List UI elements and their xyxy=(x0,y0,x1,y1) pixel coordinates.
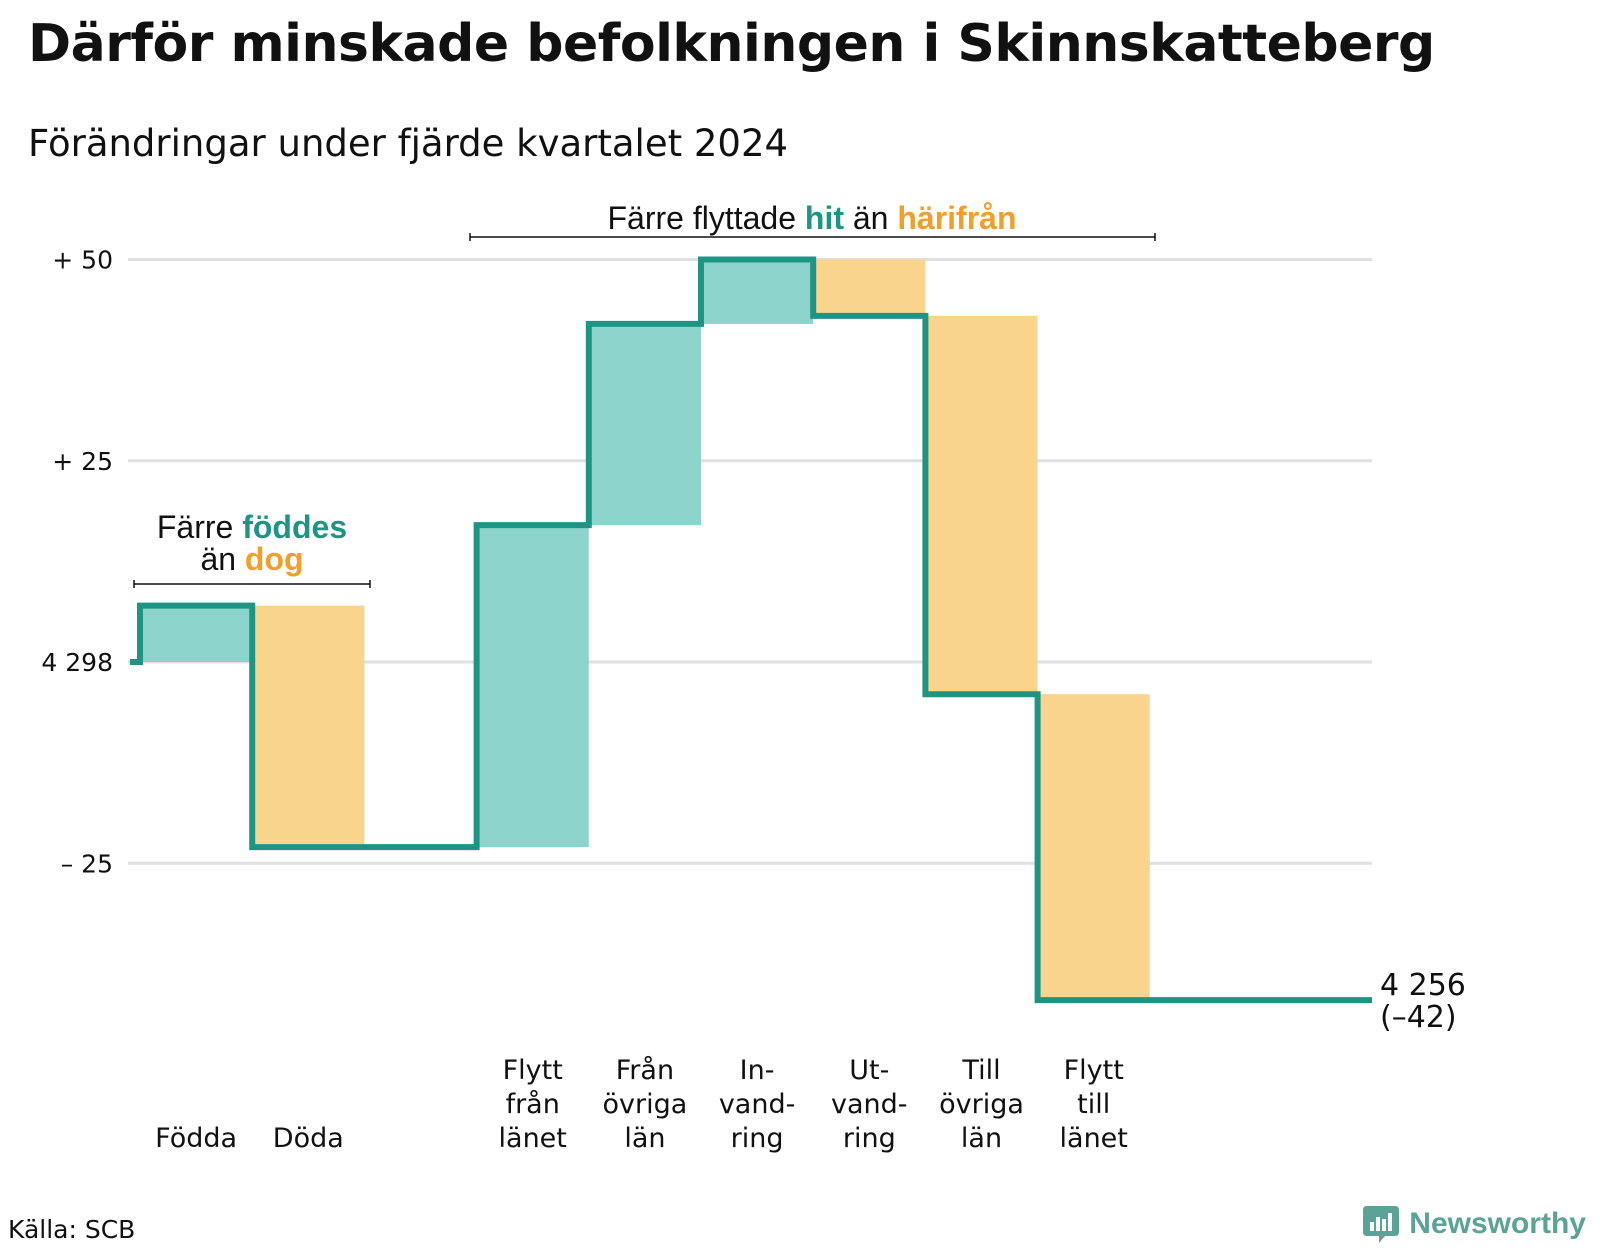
annotation-text: Färre föddes xyxy=(157,509,347,545)
category-label: övriga xyxy=(939,1089,1024,1120)
y-tick-label: – 25 xyxy=(61,849,113,878)
end-value-label: 4 256(–42) xyxy=(1380,968,1466,1035)
increase-bar xyxy=(701,259,814,324)
annotation-text: Färre flyttade hit än härifrån xyxy=(607,200,1016,236)
y-tick-label: + 25 xyxy=(52,447,113,476)
category-label: Ut- xyxy=(849,1055,889,1086)
category-label: Flytt xyxy=(1064,1055,1124,1086)
annotation-segment: än xyxy=(200,541,244,577)
category-label: Från xyxy=(616,1055,674,1086)
category-label: Födda xyxy=(155,1123,237,1154)
decrease-bar xyxy=(252,605,365,848)
decrease-bar xyxy=(1037,694,1150,1001)
annotation-text: än dog xyxy=(200,541,303,577)
category-label: vand- xyxy=(719,1089,796,1120)
decrease-bar xyxy=(925,315,1038,695)
category-labels: Födda DödaFlyttfrånlänetFrånövrigalänIn-v… xyxy=(155,1055,1128,1154)
increase-bar xyxy=(476,525,589,848)
source-note: Källa: SCB xyxy=(8,1215,136,1244)
annotation-segment: hit xyxy=(805,200,844,236)
category-label: ring xyxy=(731,1123,784,1154)
annotation-segment: Färre flyttade xyxy=(607,200,804,236)
end-label-line: 4 256 xyxy=(1380,968,1466,1003)
annotation-segment: Färre xyxy=(157,509,242,545)
category-label: län xyxy=(961,1123,1002,1154)
y-tick-label: + 50 xyxy=(52,246,113,275)
bars xyxy=(140,259,1150,1001)
category-label: Till xyxy=(961,1055,1000,1086)
category-label: län xyxy=(624,1123,665,1154)
category-label: In- xyxy=(740,1055,775,1086)
category-label: länet xyxy=(499,1123,567,1154)
annotation-segment: dog xyxy=(245,541,304,577)
increase-bar xyxy=(140,605,253,662)
category-label: länet xyxy=(1060,1123,1128,1154)
category-label: vand- xyxy=(831,1089,908,1120)
chart-subtitle: Förändringar under fjärde kvartalet 2024 xyxy=(28,122,789,165)
increase-bar xyxy=(588,323,701,526)
annotation-segment: föddes xyxy=(242,509,347,545)
annotation-segment: härifrån xyxy=(897,200,1016,236)
cumulative-step-line xyxy=(130,256,1372,1004)
chart-title: Därför minskade befolkningen i Skinnskat… xyxy=(28,14,1435,74)
y-axis: + 50 + 25 4 298 – 25 xyxy=(41,246,113,879)
annotation-segment: än xyxy=(844,200,897,236)
end-label-line: (–42) xyxy=(1380,1000,1457,1035)
decrease-bar xyxy=(813,259,926,316)
category-label: från xyxy=(506,1089,560,1120)
category-label: Flytt xyxy=(503,1055,563,1086)
category-label: Döda xyxy=(273,1123,344,1154)
newsworthy-icon xyxy=(1363,1206,1400,1243)
category-label: ring xyxy=(843,1123,896,1154)
category-label: till xyxy=(1077,1089,1110,1120)
y-tick-label: 4 298 xyxy=(41,648,113,677)
brand-logo: Newsworthy xyxy=(1361,1204,1586,1244)
brand-name: Newsworthy xyxy=(1409,1207,1586,1240)
category-label: övriga xyxy=(603,1089,688,1120)
